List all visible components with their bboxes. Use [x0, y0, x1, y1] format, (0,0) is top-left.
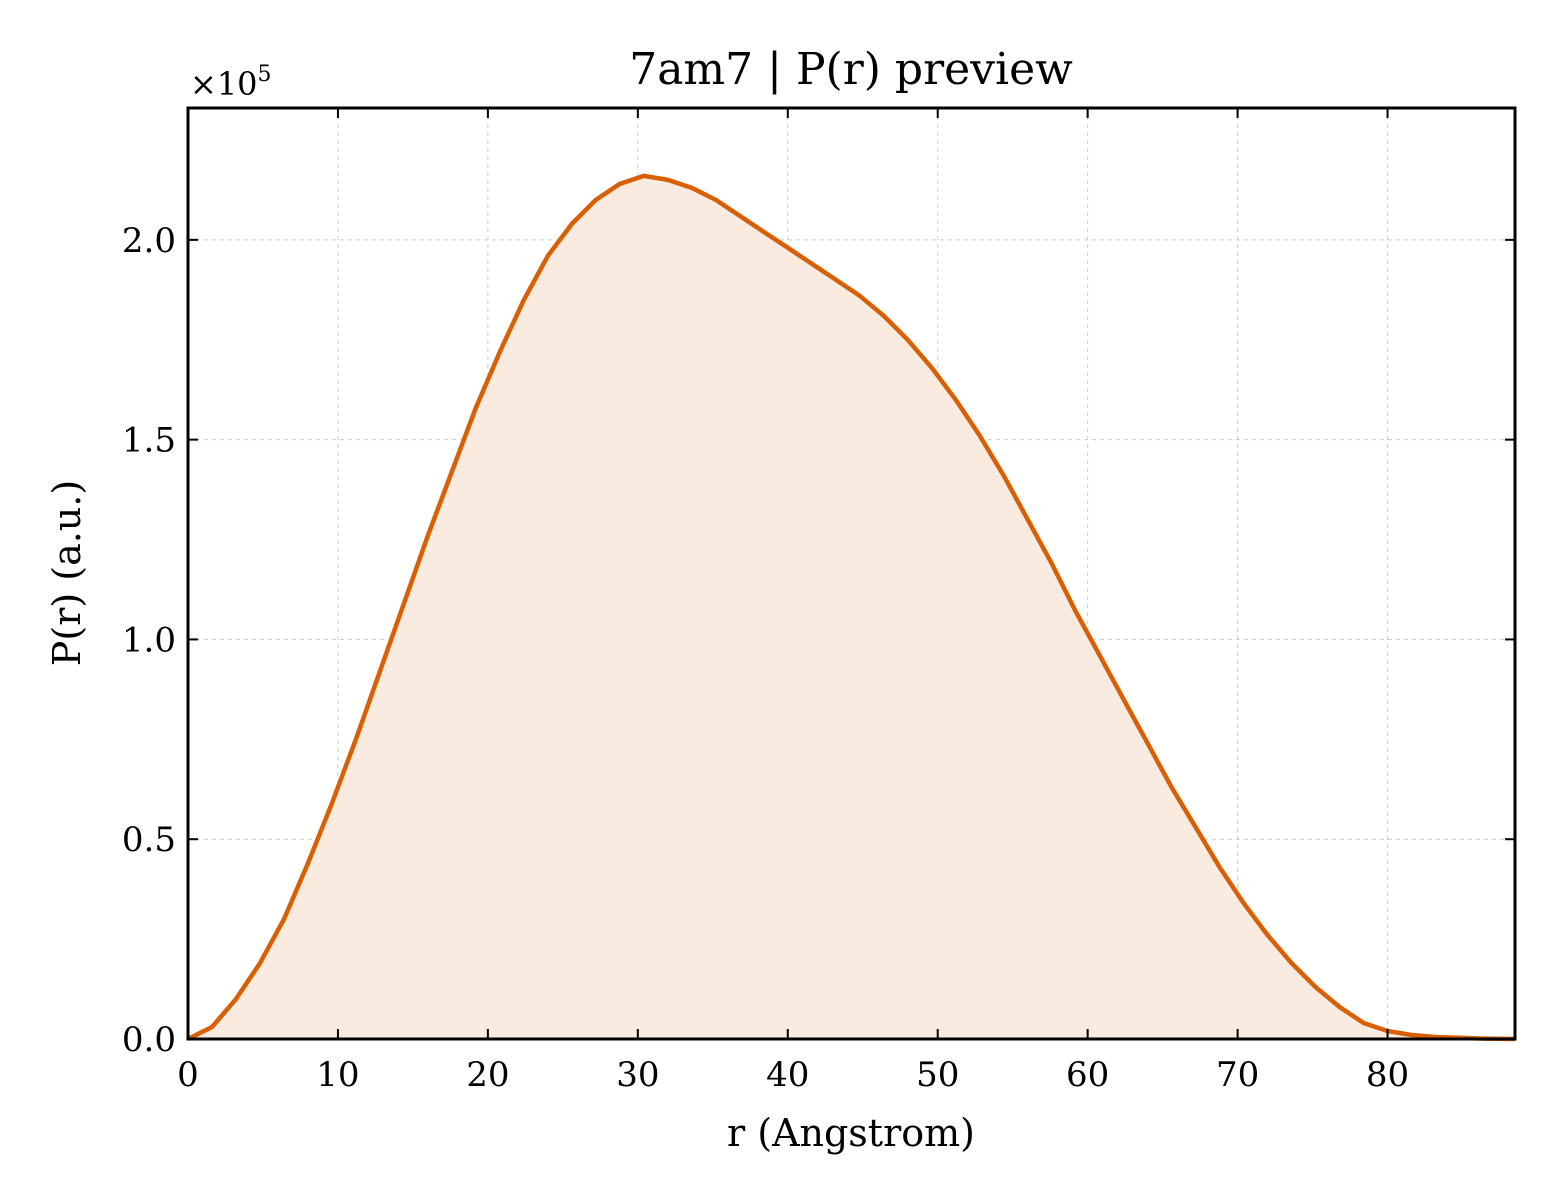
x-tick-label: 70	[1216, 1055, 1259, 1095]
tick-layer: 0 10 20 30 40 50 60 70 80 0.0 0.5 1.0 1.5 2.0	[122, 108, 1515, 1095]
y-tick-label: 0.5	[122, 820, 176, 860]
x-tick-label: 40	[766, 1055, 809, 1095]
x-tick-label: 60	[1066, 1055, 1109, 1095]
chart-title: 7am7 | P(r) preview	[629, 44, 1073, 95]
x-tick-label: 30	[616, 1055, 659, 1095]
y-multiplier-exponent: 5	[258, 62, 272, 87]
x-tick-label: 80	[1366, 1055, 1409, 1095]
y-axis-label: P(r) (a.u.)	[45, 480, 89, 666]
pr-area-fill	[188, 175, 1515, 1039]
pr-series-line	[186, 173, 1516, 1042]
x-tick-label: 0	[177, 1055, 199, 1095]
y-tick-label: 0.0	[122, 1020, 176, 1060]
y-tick-label: 1.5	[122, 421, 176, 461]
x-tick-label: 10	[316, 1055, 359, 1095]
y-tick-label: 1.0	[122, 620, 176, 660]
x-axis-label: r (Angstrom)	[727, 1111, 975, 1155]
area-layer	[186, 173, 1516, 1042]
y-tick-label: 2.0	[122, 221, 176, 261]
x-tick-label: 20	[466, 1055, 509, 1095]
y-multiplier-label: ×105	[190, 62, 272, 103]
plot-frame	[186, 106, 1517, 1041]
x-tick-label: 50	[916, 1055, 959, 1095]
